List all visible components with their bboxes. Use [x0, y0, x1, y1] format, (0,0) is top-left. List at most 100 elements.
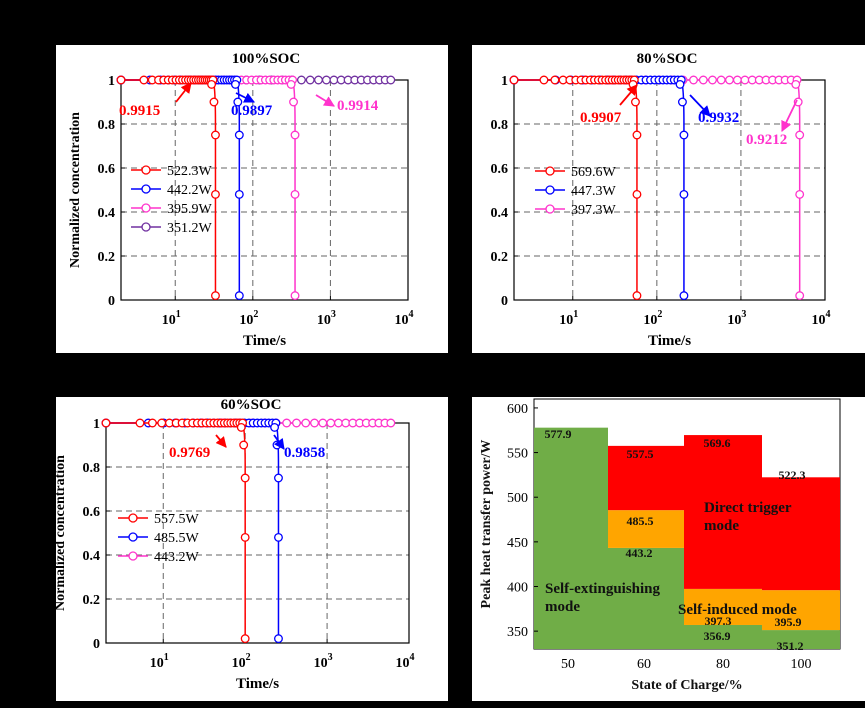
panel-100soc: 0 0.2 0.4 0.6 0.8 1 101 102 103 104 100%SOC Time/s N… [56, 45, 448, 353]
series-point [679, 130, 689, 140]
annotation-label: 0.9858 [284, 445, 325, 461]
chart-title: 100%SOC [232, 51, 300, 67]
series-point [296, 75, 306, 85]
y-axis-label: Normalized concentration [68, 112, 83, 268]
annotation-arrow [235, 92, 255, 103]
series-point [732, 75, 742, 85]
series-point [386, 75, 396, 85]
y-tick-label: 0.4 [98, 206, 116, 221]
legend-marker [141, 165, 151, 175]
series-557.5W [101, 418, 250, 644]
series-point [286, 79, 296, 89]
y-tick-label: 400 [507, 581, 528, 596]
y-tick-label: 0.6 [491, 162, 509, 177]
series-point [795, 130, 805, 140]
y-tick-label: 0.8 [98, 118, 116, 133]
series-point [550, 75, 560, 85]
bar-self-extinguishing [534, 427, 608, 649]
series-point [509, 75, 519, 85]
chart-title: 60%SOC [221, 397, 282, 413]
legend-label: 395.9W [167, 202, 213, 217]
y-tick-label: 0.6 [98, 162, 116, 177]
annotation-arrow [175, 82, 192, 103]
region-label: Direct trigger [704, 500, 792, 516]
bar-self-induced [762, 590, 840, 631]
series-point [677, 97, 687, 107]
x-tick-label: 101 [162, 309, 181, 328]
series-point [318, 418, 328, 428]
series-point [101, 418, 111, 428]
panel-60soc: 0 0.2 0.4 0.6 0.8 1 101 102 103 104 60%SOC Time/s No… [53, 397, 448, 701]
series-point [698, 75, 708, 85]
value-label: 395.9 [775, 615, 802, 629]
series-point [239, 440, 249, 450]
y-tick-label: 500 [507, 491, 528, 506]
x-tick-label: 103 [317, 309, 336, 328]
annotation-arrow [215, 434, 227, 448]
series-point [795, 189, 805, 199]
series-point [708, 75, 717, 85]
y-tick-label: 1 [108, 74, 115, 89]
series-point [301, 418, 311, 428]
bar-self-extinguishing [762, 630, 840, 649]
annotation-label: 0.9915 [119, 103, 160, 119]
series-point [632, 291, 642, 301]
series-point [679, 189, 689, 199]
x-tick-label: 100 [791, 657, 812, 672]
annotation-label: 0.9212 [746, 132, 787, 148]
legend-label: 442.2W [167, 183, 213, 198]
y-tick-label: 450 [507, 536, 528, 551]
series-point [689, 75, 698, 85]
series-point [326, 418, 336, 428]
bar-direct-trigger [684, 435, 762, 589]
series-point [329, 75, 339, 85]
value-label: 356.9 [704, 629, 731, 643]
y-tick-label: 0.8 [83, 461, 101, 476]
legend-marker [545, 166, 555, 176]
legend-marker [141, 184, 151, 194]
series-point [632, 189, 642, 199]
annotation-label: 0.9932 [698, 110, 739, 126]
series-point [333, 418, 343, 428]
series-point [234, 189, 244, 199]
series-point [310, 418, 319, 428]
series-point [230, 79, 240, 89]
value-label: 485.5 [627, 514, 654, 528]
x-tick-label: 104 [396, 652, 415, 671]
region-label: mode [704, 518, 739, 534]
x-axis-label: Time/s [648, 333, 691, 349]
series-point [116, 75, 126, 85]
legend-label: 351.2W [167, 221, 213, 236]
x-tick-label: 102 [232, 652, 251, 671]
series-point [270, 422, 280, 432]
value-label: 569.6 [704, 436, 731, 450]
series-point [290, 130, 300, 140]
series-point [135, 418, 145, 428]
panel-80soc: 0 0.2 0.4 0.6 0.8 1 101 102 103 104 80%SOC Time/s No… [461, 45, 865, 353]
x-tick-label: 102 [643, 309, 662, 328]
x-axis-label: Time/s [243, 333, 286, 349]
series-point [290, 291, 300, 301]
series-point [157, 418, 167, 428]
legend-label: 485.5W [154, 531, 200, 546]
series-569.6W [509, 75, 642, 301]
y-tick-label: 0.4 [83, 549, 101, 564]
x-axis-label: Time/s [236, 676, 279, 692]
series-point [147, 418, 157, 428]
bar-self-induced [684, 588, 762, 625]
y-axis-label: Normalized concentration [472, 112, 476, 268]
y-tick-label: 0 [501, 294, 508, 309]
series-point [209, 97, 219, 107]
series-point [675, 79, 685, 89]
series-point [716, 75, 726, 85]
series-point [290, 189, 300, 199]
series-point [725, 75, 734, 85]
x-tick-label: 80 [716, 657, 730, 672]
y-tick-label: 600 [507, 402, 528, 417]
region-label: Self-extinguishing [545, 581, 661, 597]
y-tick-label: 550 [507, 447, 528, 462]
y-tick-label: 0 [108, 294, 115, 309]
annotation-arrow [315, 94, 335, 107]
x-tick-label: 50 [561, 657, 575, 672]
